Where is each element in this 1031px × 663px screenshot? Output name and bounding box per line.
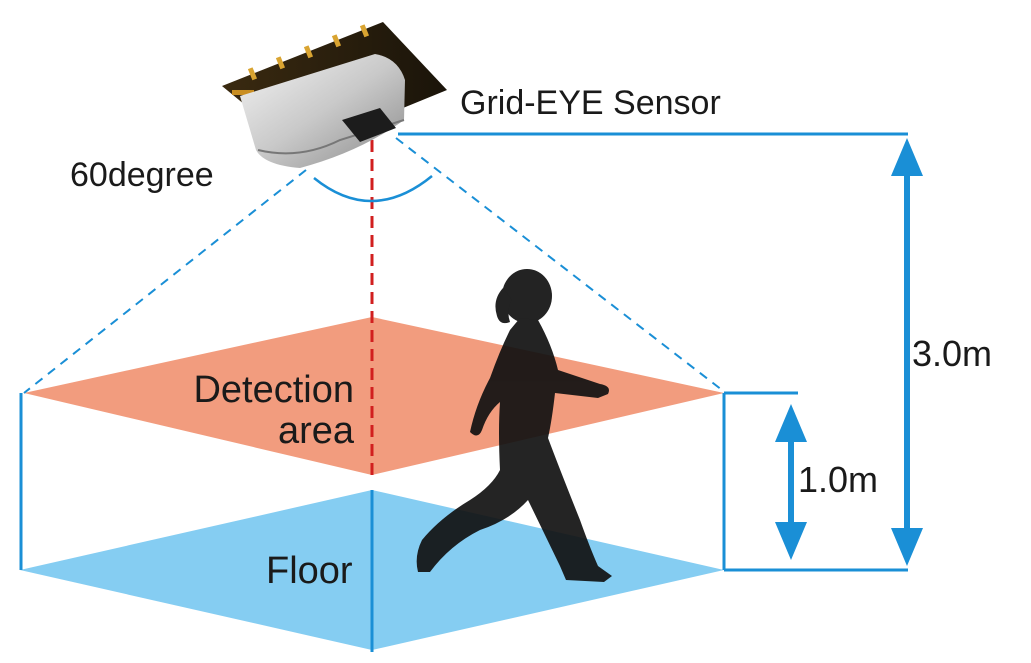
fov-left-line [23,169,307,394]
sensor-device-icon [222,22,447,168]
sensor-height-label: 3.0m [912,333,993,374]
floor-label: Floor [266,550,353,592]
sensor-label: Grid-EYE Sensor [460,84,721,122]
detection-area-label: Detection area [176,369,354,453]
sensor-height-arrow [891,138,923,566]
fov-right-line [395,137,723,391]
angle-arc [313,175,433,203]
detection-area-label-line1: Detection [193,369,354,411]
detection-height-arrow [775,404,807,560]
angle-label: 60degree [70,156,214,194]
detection-area-plane [24,317,724,475]
detection-height-label: 1.0m [798,459,879,500]
detection-area-label-line2: area [277,410,354,453]
walking-person-icon [416,269,612,582]
